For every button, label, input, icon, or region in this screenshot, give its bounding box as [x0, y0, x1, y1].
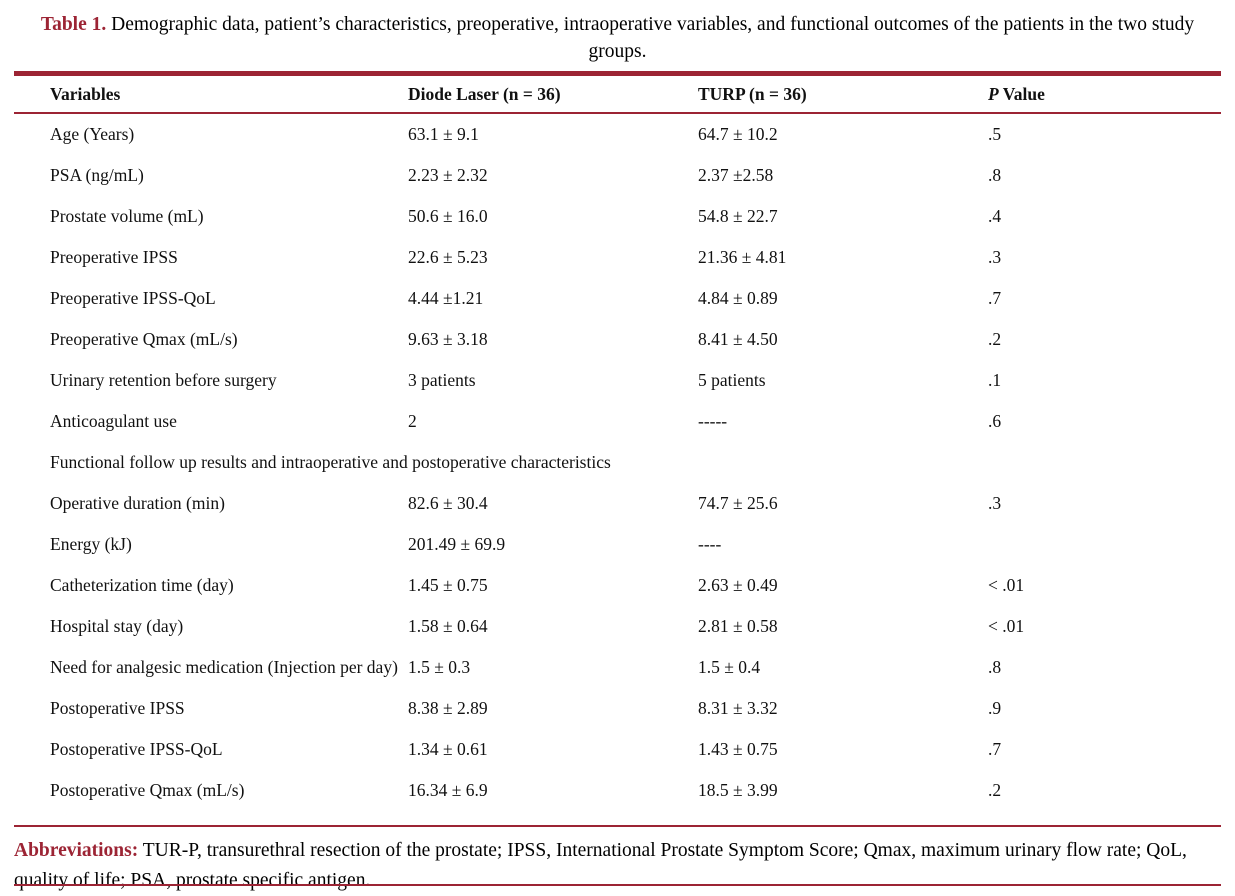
cell-diode-laser: 22.6 ± 5.23	[408, 247, 488, 267]
cell-p-value: .8	[988, 165, 1002, 185]
p-value-italic-p: P	[988, 83, 999, 104]
table-row: Age (Years) 63.1 ± 9.1 64.7 ± 10.2 .5	[0, 114, 1235, 155]
cell-turp: 8.31 ± 3.32	[698, 698, 778, 718]
table-row: Postoperative Qmax (mL/s) 16.34 ± 6.9 18.5…	[0, 770, 1235, 811]
cell-turp: 4.84 ± 0.89	[698, 288, 778, 308]
cell-p-value: .7	[988, 288, 1002, 308]
cell-p-value: .3	[988, 493, 1002, 513]
cell-variable: Hospital stay (day)	[50, 616, 184, 636]
cell-turp: 2.81 ± 0.58	[698, 616, 778, 636]
cell-turp: 2.63 ± 0.49	[698, 575, 778, 595]
cell-p-value: .1	[988, 370, 1002, 390]
cell-diode-laser: 1.45 ± 0.75	[408, 575, 488, 595]
cell-p-value: .8	[988, 657, 1002, 677]
table-caption-text: Demographic data, patient’s characterist…	[106, 14, 1195, 62]
cell-variable: Postoperative Qmax (mL/s)	[50, 780, 245, 800]
table-caption: Table 1. Demographic data, patient’s cha…	[0, 0, 1235, 65]
cell-variable: Preoperative IPSS-QoL	[50, 288, 216, 308]
cell-variable: Anticoagulant use	[50, 411, 177, 431]
cell-diode-laser: 82.6 ± 30.4	[408, 493, 488, 513]
table-row: PSA (ng/mL) 2.23 ± 2.32 2.37 ±2.58 .8	[0, 155, 1235, 196]
cell-p-value: .7	[988, 739, 1002, 759]
cell-p-value: .5	[988, 124, 1002, 144]
cell-diode-laser: 1.5 ± 0.3	[408, 657, 471, 677]
table-row: Postoperative IPSS 8.38 ± 2.89 8.31 ± 3.32…	[0, 688, 1235, 729]
cell-p-value: .9	[988, 698, 1002, 718]
cell-diode-laser: 1.34 ± 0.61	[408, 739, 488, 759]
column-header-variables: Variables	[50, 83, 121, 104]
cell-diode-laser: 8.38 ± 2.89	[408, 698, 488, 718]
cell-turp: 5 patients	[698, 370, 766, 390]
footer-rule	[14, 825, 1221, 827]
table-section-row: Functional follow up results and intraop…	[0, 442, 1235, 483]
cell-variable: Energy (kJ)	[50, 534, 132, 554]
cell-turp: 21.36 ± 4.81	[698, 247, 787, 267]
cell-variable: Urinary retention before surgery	[50, 370, 277, 390]
table-row: Urinary retention before surgery 3 patien…	[0, 360, 1235, 401]
cell-p-value: < .01	[988, 616, 1025, 636]
cell-diode-laser: 3 patients	[408, 370, 476, 390]
table-row: Preoperative IPSS-QoL 4.44 ±1.21 4.84 ± 0.…	[0, 278, 1235, 319]
table-row: Postoperative IPSS-QoL 1.34 ± 0.61 1.43 ± …	[0, 729, 1235, 770]
abbreviations-note: Abbreviations: TUR-P, transurethral rese…	[14, 836, 1221, 896]
cell-diode-laser: 4.44 ±1.21	[408, 288, 484, 308]
top-rule	[14, 71, 1221, 76]
cell-diode-laser: 201.49 ± 69.9	[408, 534, 506, 554]
cell-turp: 74.7 ± 25.6	[698, 493, 778, 513]
cell-variable: Preoperative Qmax (mL/s)	[50, 329, 238, 349]
cell-diode-laser: 9.63 ± 3.18	[408, 329, 488, 349]
cell-variable: Need for analgesic medication (Injection…	[50, 657, 398, 677]
cell-diode-laser: 2	[408, 411, 417, 431]
column-header-diode-laser: Diode Laser (n = 36)	[408, 83, 561, 104]
table-row: Anticoagulant use 2 ----- .6	[0, 401, 1235, 442]
cell-diode-laser: 2.23 ± 2.32	[408, 165, 488, 185]
table-row: Operative duration (min) 82.6 ± 30.4 74.7 …	[0, 483, 1235, 524]
bottom-rule	[14, 884, 1221, 886]
cell-turp: 18.5 ± 3.99	[698, 780, 778, 800]
table-row: Catheterization time (day) 1.45 ± 0.75 2.6…	[0, 565, 1235, 606]
cell-variable: Postoperative IPSS-QoL	[50, 739, 223, 759]
table-row: Energy (kJ) 201.49 ± 69.9 ----	[0, 524, 1235, 565]
cell-turp: 1.43 ± 0.75	[698, 739, 778, 759]
table-body: Age (Years) 63.1 ± 9.1 64.7 ± 10.2 .5 PSA (n…	[0, 114, 1235, 811]
table-row: Preoperative IPSS 22.6 ± 5.23 21.36 ± 4.81…	[0, 237, 1235, 278]
header-rule	[14, 112, 1221, 114]
cell-diode-laser: 16.34 ± 6.9	[408, 780, 488, 800]
table-row: Prostate volume (mL) 50.6 ± 16.0 54.8 ± 22…	[0, 196, 1235, 237]
cell-p-value: .2	[988, 329, 1002, 349]
column-header-p-value: P Value	[988, 84, 1221, 105]
cell-variable: Prostate volume (mL)	[50, 206, 204, 226]
cell-turp: 1.5 ± 0.4	[698, 657, 761, 677]
cell-turp: 64.7 ± 10.2	[698, 124, 778, 144]
table-row: Preoperative Qmax (mL/s) 9.63 ± 3.18 8.41 …	[0, 319, 1235, 360]
table-row: Hospital stay (day) 1.58 ± 0.64 2.81 ± 0.5…	[0, 606, 1235, 647]
cell-variable: PSA (ng/mL)	[50, 165, 144, 185]
cell-variable: Age (Years)	[50, 124, 135, 144]
column-header-turp: TURP (n = 36)	[698, 83, 807, 104]
cell-turp: 8.41 ± 4.50	[698, 329, 778, 349]
table-row: Need for analgesic medication (Injection…	[0, 647, 1235, 688]
cell-turp: ----	[698, 534, 722, 554]
abbreviations-label: Abbreviations:	[14, 840, 139, 861]
cell-p-value: .4	[988, 206, 1002, 226]
cell-p-value: < .01	[988, 575, 1025, 595]
cell-diode-laser: 63.1 ± 9.1	[408, 124, 479, 144]
p-value-rest: Value	[998, 83, 1045, 104]
section-label: Functional follow up results and intraop…	[50, 452, 611, 472]
cell-turp: 2.37 ±2.58	[698, 165, 774, 185]
cell-diode-laser: 1.58 ± 0.64	[408, 616, 488, 636]
cell-variable: Preoperative IPSS	[50, 247, 178, 267]
table-header-row: Variables Diode Laser (n = 36) TURP (n =…	[0, 76, 1235, 112]
cell-p-value: .2	[988, 780, 1002, 800]
table-caption-label: Table 1.	[40, 14, 107, 35]
cell-p-value: .3	[988, 247, 1002, 267]
cell-diode-laser: 50.6 ± 16.0	[408, 206, 488, 226]
cell-turp: 54.8 ± 22.7	[698, 206, 778, 226]
cell-p-value: .6	[988, 411, 1002, 431]
cell-variable: Catheterization time (day)	[50, 575, 234, 595]
cell-variable: Postoperative IPSS	[50, 698, 185, 718]
cell-variable: Operative duration (min)	[50, 493, 225, 513]
cell-turp: -----	[698, 411, 728, 431]
